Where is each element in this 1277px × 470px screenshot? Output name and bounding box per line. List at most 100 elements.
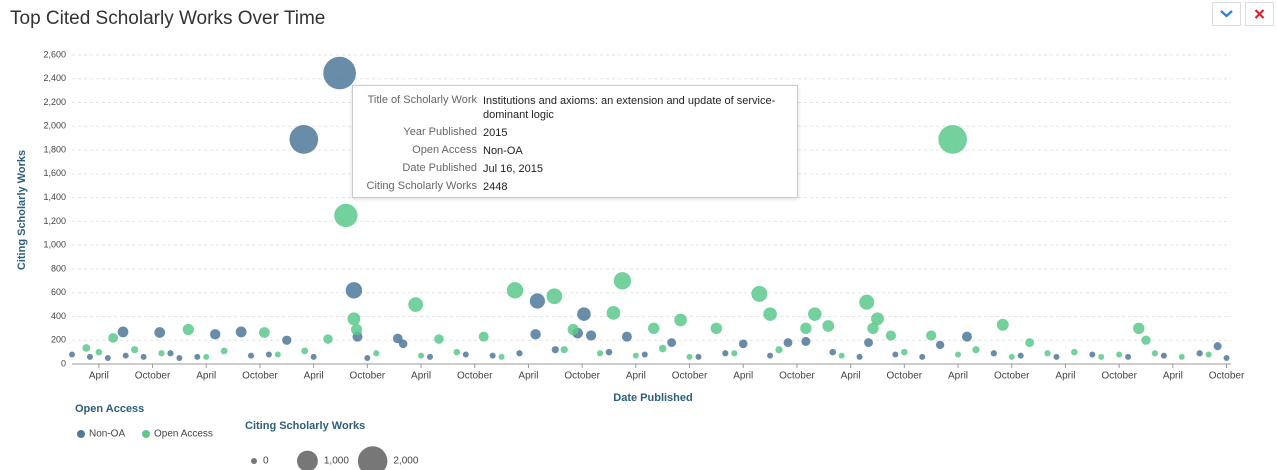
tooltip-value: Non-OA bbox=[483, 145, 523, 157]
bubble bbox=[783, 338, 793, 348]
bubble bbox=[859, 294, 875, 310]
bubble bbox=[408, 297, 424, 312]
bubble bbox=[1017, 352, 1024, 359]
bubble bbox=[182, 323, 194, 336]
bubble bbox=[856, 353, 863, 360]
bubble bbox=[69, 351, 75, 358]
bubble bbox=[418, 352, 425, 359]
bubble bbox=[722, 350, 729, 357]
bubble bbox=[108, 332, 119, 343]
bubble bbox=[641, 351, 648, 358]
bubble bbox=[808, 307, 822, 321]
legend-title: Open Access bbox=[75, 403, 144, 415]
bubble bbox=[710, 322, 723, 335]
bubble bbox=[530, 329, 541, 340]
y-tick-label: 1,000 bbox=[43, 240, 66, 250]
bubble bbox=[546, 288, 563, 305]
close-button[interactable] bbox=[1245, 2, 1274, 26]
bubble bbox=[585, 330, 597, 341]
bubble bbox=[1151, 350, 1159, 357]
bubble bbox=[763, 307, 777, 321]
legend-label: Open Access bbox=[154, 429, 213, 440]
bubble bbox=[648, 322, 660, 335]
bubble bbox=[334, 203, 358, 228]
bubble bbox=[667, 338, 677, 348]
bubble bbox=[158, 350, 165, 357]
bubble bbox=[220, 347, 228, 355]
bubble bbox=[613, 272, 632, 290]
bubble bbox=[345, 282, 363, 299]
bubble bbox=[1196, 350, 1203, 357]
bubble bbox=[1205, 351, 1212, 358]
bubble bbox=[901, 348, 908, 356]
x-tick-label: October bbox=[564, 371, 600, 382]
bubble bbox=[1053, 353, 1060, 360]
x-tick-label: April bbox=[733, 371, 753, 382]
y-tick-label: 1,800 bbox=[43, 144, 66, 154]
bubble bbox=[800, 322, 812, 335]
chart-title: Top Cited Scholarly Works Over Time bbox=[10, 8, 325, 29]
collapse-button[interactable] bbox=[1212, 2, 1241, 26]
bubble bbox=[919, 353, 926, 360]
size-legend-label: 0 bbox=[263, 456, 269, 467]
tooltip-label: Year Published bbox=[403, 126, 477, 138]
bubble bbox=[885, 330, 897, 341]
bubble bbox=[289, 125, 319, 154]
x-tick-label: April bbox=[304, 371, 324, 382]
bubble bbox=[1071, 348, 1078, 356]
x-tick-label: April bbox=[1055, 371, 1075, 382]
bubble bbox=[301, 347, 309, 355]
bubble bbox=[1116, 351, 1123, 358]
y-tick-label: 800 bbox=[51, 263, 66, 273]
y-tick-label: 600 bbox=[51, 287, 66, 297]
tooltip: Title of Scholarly Work Institutions and … bbox=[352, 85, 798, 198]
bubble bbox=[632, 352, 639, 359]
size-legend-bubble bbox=[251, 458, 257, 464]
bubble bbox=[350, 323, 363, 336]
chevron-icon bbox=[1220, 10, 1233, 18]
y-tick-label: 1,600 bbox=[43, 168, 66, 178]
x-tick-label: April bbox=[196, 371, 216, 382]
bubble bbox=[1125, 353, 1132, 360]
tooltip-value: Jul 16, 2015 bbox=[483, 163, 543, 175]
bubble bbox=[373, 350, 380, 357]
x-tick-label: April bbox=[626, 371, 646, 382]
bubble bbox=[961, 331, 972, 342]
bubble bbox=[529, 293, 545, 309]
bubble bbox=[1089, 351, 1096, 358]
x-tick-label: October bbox=[242, 371, 278, 382]
bubble bbox=[104, 355, 111, 362]
bubble bbox=[203, 353, 210, 360]
tooltip-row: Citing Scholarly Works 2448 bbox=[361, 180, 789, 194]
y-tick-label: 200 bbox=[51, 335, 66, 345]
bubble bbox=[658, 344, 667, 353]
x-tick-label: October bbox=[1209, 371, 1245, 382]
bubble bbox=[822, 320, 835, 332]
x-tick-label: October bbox=[779, 371, 815, 382]
size-legend-label: 1,000 bbox=[324, 456, 349, 467]
size-legend-bubble bbox=[297, 450, 318, 470]
bubble bbox=[674, 313, 687, 327]
bubble bbox=[434, 334, 444, 344]
bubble bbox=[621, 331, 632, 342]
bubble bbox=[117, 326, 129, 338]
bubble bbox=[310, 353, 317, 360]
legend-label: Non-OA bbox=[89, 429, 125, 440]
bubble bbox=[695, 353, 702, 360]
bubble bbox=[864, 338, 873, 348]
x-axis-label: Date Published bbox=[613, 392, 692, 404]
x-tick-label: October bbox=[350, 371, 386, 382]
tooltip-label: Open Access bbox=[412, 144, 477, 156]
bubble bbox=[990, 350, 997, 357]
bubble bbox=[154, 327, 166, 338]
tooltip-label: Title of Scholarly Work bbox=[367, 94, 477, 106]
y-tick-label: 2,000 bbox=[43, 121, 66, 131]
legend-swatch bbox=[77, 430, 85, 438]
bubble bbox=[364, 355, 371, 362]
bubble bbox=[801, 336, 811, 346]
bubble bbox=[235, 326, 247, 338]
bubble bbox=[167, 350, 174, 357]
bubble bbox=[478, 331, 489, 342]
bubble bbox=[1133, 322, 1145, 335]
